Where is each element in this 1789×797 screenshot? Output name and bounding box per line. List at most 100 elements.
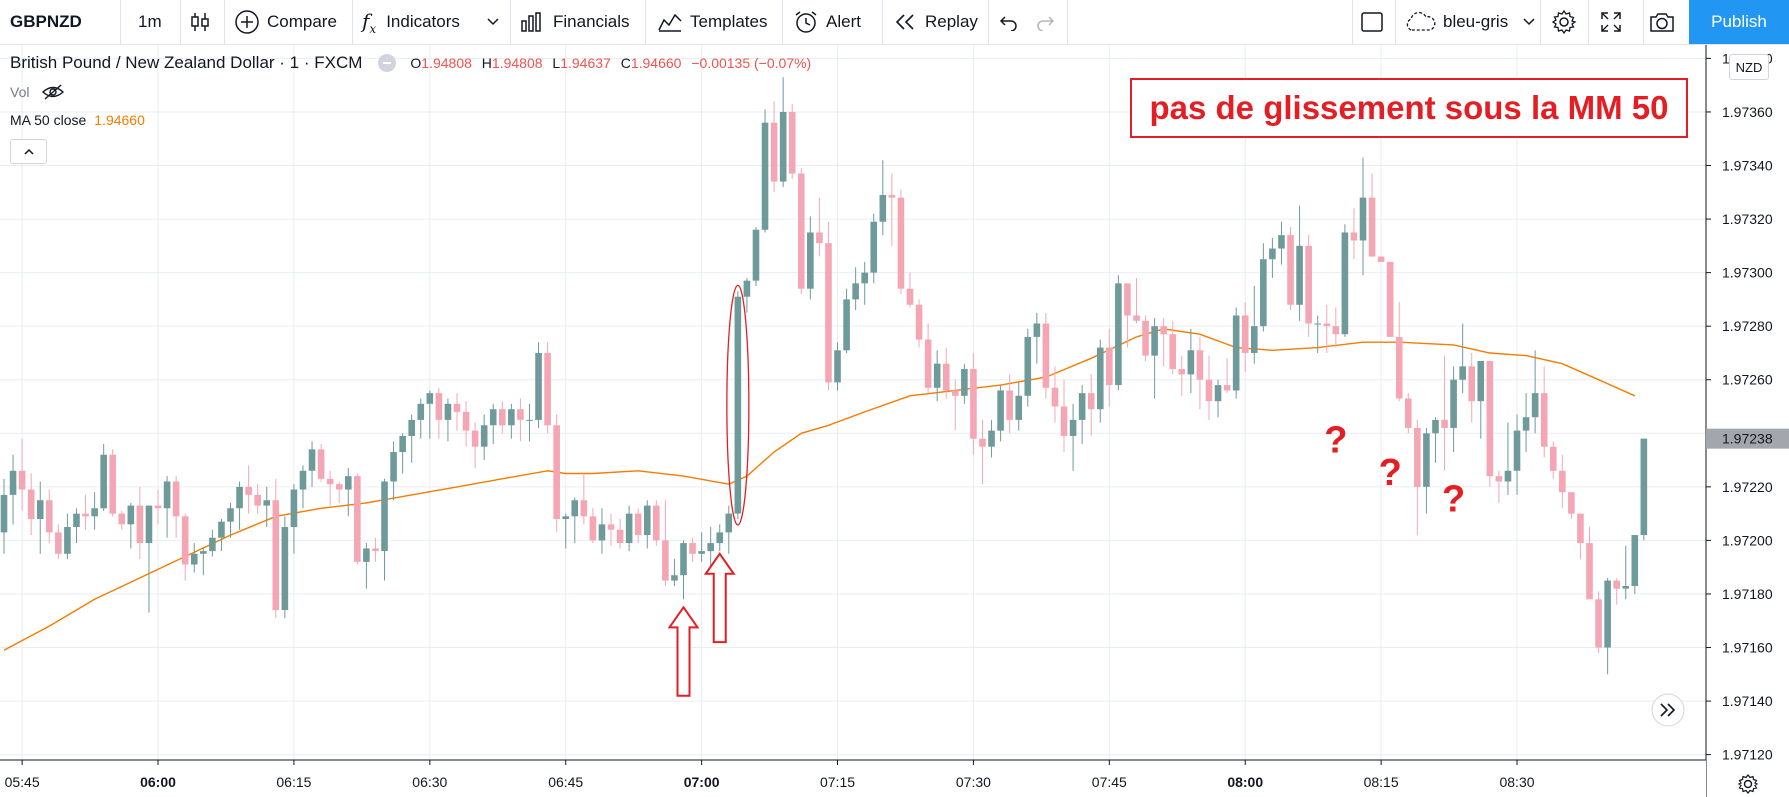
interval-button[interactable]: 1m: [138, 0, 162, 44]
undo-button[interactable]: [998, 0, 1020, 44]
price-tick-label: 1.97280: [1722, 318, 1773, 334]
toolbar-divider: [988, 0, 989, 44]
candle: [1042, 312, 1050, 399]
volume-legend[interactable]: Vol: [10, 83, 65, 101]
chart-style-button[interactable]: [188, 0, 212, 44]
candle: [1459, 323, 1466, 394]
candle: [0, 478, 8, 554]
time-tick-label: 06:45: [548, 774, 583, 790]
candle: [1323, 304, 1331, 353]
alert-button[interactable]: Alert: [793, 0, 861, 44]
ma-legend[interactable]: MA 50 close 1.94660: [10, 112, 145, 128]
fullscreen-layout-button[interactable]: [1360, 0, 1384, 44]
candle-body-down: [499, 409, 506, 426]
settings-button[interactable]: [1551, 0, 1577, 44]
candle: [1260, 243, 1267, 332]
candle-body-down: [897, 197, 905, 289]
candle-body-down: [1414, 427, 1421, 487]
candle-body-up: [1115, 283, 1122, 386]
plus-circle-icon: [235, 10, 259, 34]
axis-settings-gear-icon[interactable]: [1737, 774, 1759, 794]
candle: [27, 473, 35, 536]
candle: [462, 401, 470, 447]
publish-button[interactable]: Publish: [1689, 0, 1789, 44]
candle-body-up: [299, 470, 307, 490]
toolbar-divider: [645, 0, 646, 44]
candle-body-down: [18, 470, 26, 490]
candle: [1486, 360, 1494, 487]
candle-body-up: [308, 449, 316, 471]
candle-body-up: [480, 425, 488, 447]
candle: [218, 518, 225, 552]
snapshot-button[interactable]: [1648, 0, 1676, 44]
price-tick-label: 1.97360: [1722, 104, 1773, 120]
candle-body-down: [1332, 326, 1340, 335]
candle: [852, 267, 859, 311]
open-value: 1.94808: [421, 55, 472, 71]
time-axis: 05:45 06:00 06:15 06:30 06:45 07:00 07:15 07:30…: [0, 759, 1706, 797]
fx-icon: fx: [362, 8, 377, 36]
annotation-text-box[interactable]: pas de glissement sous la MM 50: [1130, 78, 1688, 138]
instrument-title: British Pound / New Zealand Dollar · 1 ·…: [10, 53, 363, 72]
redo-button[interactable]: [1034, 0, 1056, 44]
candle-body-up: [489, 409, 497, 426]
financials-button[interactable]: Financials: [520, 0, 630, 44]
compare-button[interactable]: Compare: [234, 0, 337, 44]
layout-menu-button[interactable]: bleu-gris: [1403, 0, 1536, 44]
candle: [1142, 315, 1149, 361]
candle-body-up: [1450, 379, 1457, 428]
candle: [1096, 339, 1104, 423]
collapse-legend-button[interactable]: [10, 139, 47, 164]
high-value: 1.94808: [491, 55, 543, 71]
candle: [36, 481, 44, 554]
candle-body-up: [988, 430, 995, 447]
candle-body-down: [1196, 350, 1204, 380]
indicators-label: Indicators: [386, 12, 460, 31]
candle: [317, 444, 325, 482]
candle-body-up: [680, 543, 687, 576]
candle-body-up: [1341, 232, 1349, 335]
candle-body-up: [64, 527, 71, 554]
candle-body-up: [716, 532, 724, 544]
candle: [1577, 513, 1584, 560]
candle: [752, 227, 760, 287]
candle: [761, 109, 769, 233]
candle: [1341, 224, 1349, 337]
fullscreen-button[interactable]: [1599, 0, 1623, 44]
templates-button[interactable]: Templates: [657, 0, 767, 44]
candle: [634, 508, 642, 544]
candle-body-up: [643, 505, 651, 536]
candle-body-up: [1096, 347, 1104, 410]
time-axis-background: [0, 760, 1706, 797]
candle: [1504, 422, 1512, 495]
indicators-button[interactable]: fx Indicators: [362, 0, 500, 44]
candle: [417, 398, 425, 439]
chevron-down-icon[interactable]: [486, 17, 500, 27]
candle-body-up: [408, 419, 415, 436]
symbol-search[interactable]: GBPNZD: [10, 0, 82, 44]
hide-legend-icon[interactable]: [378, 54, 397, 72]
candle-body-up: [1459, 366, 1466, 380]
templates-label: Templates: [690, 12, 768, 31]
candle-body-down: [1142, 320, 1149, 356]
candle-body-down: [634, 513, 642, 536]
candle: [698, 532, 705, 562]
candle: [1060, 379, 1068, 453]
candle-body-down: [1124, 283, 1131, 316]
candle-body-down: [1205, 379, 1213, 402]
candle: [562, 513, 570, 549]
currency-badge[interactable]: NZD: [1729, 54, 1769, 80]
price-chart[interactable]: ???1.971201.971401.971601.971801.972001.…: [0, 45, 1789, 797]
candle-body-up: [145, 505, 153, 544]
candle: [779, 77, 787, 187]
candle-body-up: [1359, 197, 1367, 241]
candle: [1586, 527, 1593, 600]
annotation-text: pas de glissement sous la MM 50: [1149, 89, 1669, 126]
price-tick-label: 1.97260: [1722, 372, 1773, 388]
candle: [1359, 157, 1367, 276]
candle: [1395, 302, 1403, 402]
candle-body-down: [254, 494, 261, 506]
replay-button[interactable]: Replay: [893, 0, 978, 44]
scroll-to-realtime-button[interactable]: [1651, 693, 1685, 727]
eye-hidden-icon[interactable]: [41, 83, 65, 101]
